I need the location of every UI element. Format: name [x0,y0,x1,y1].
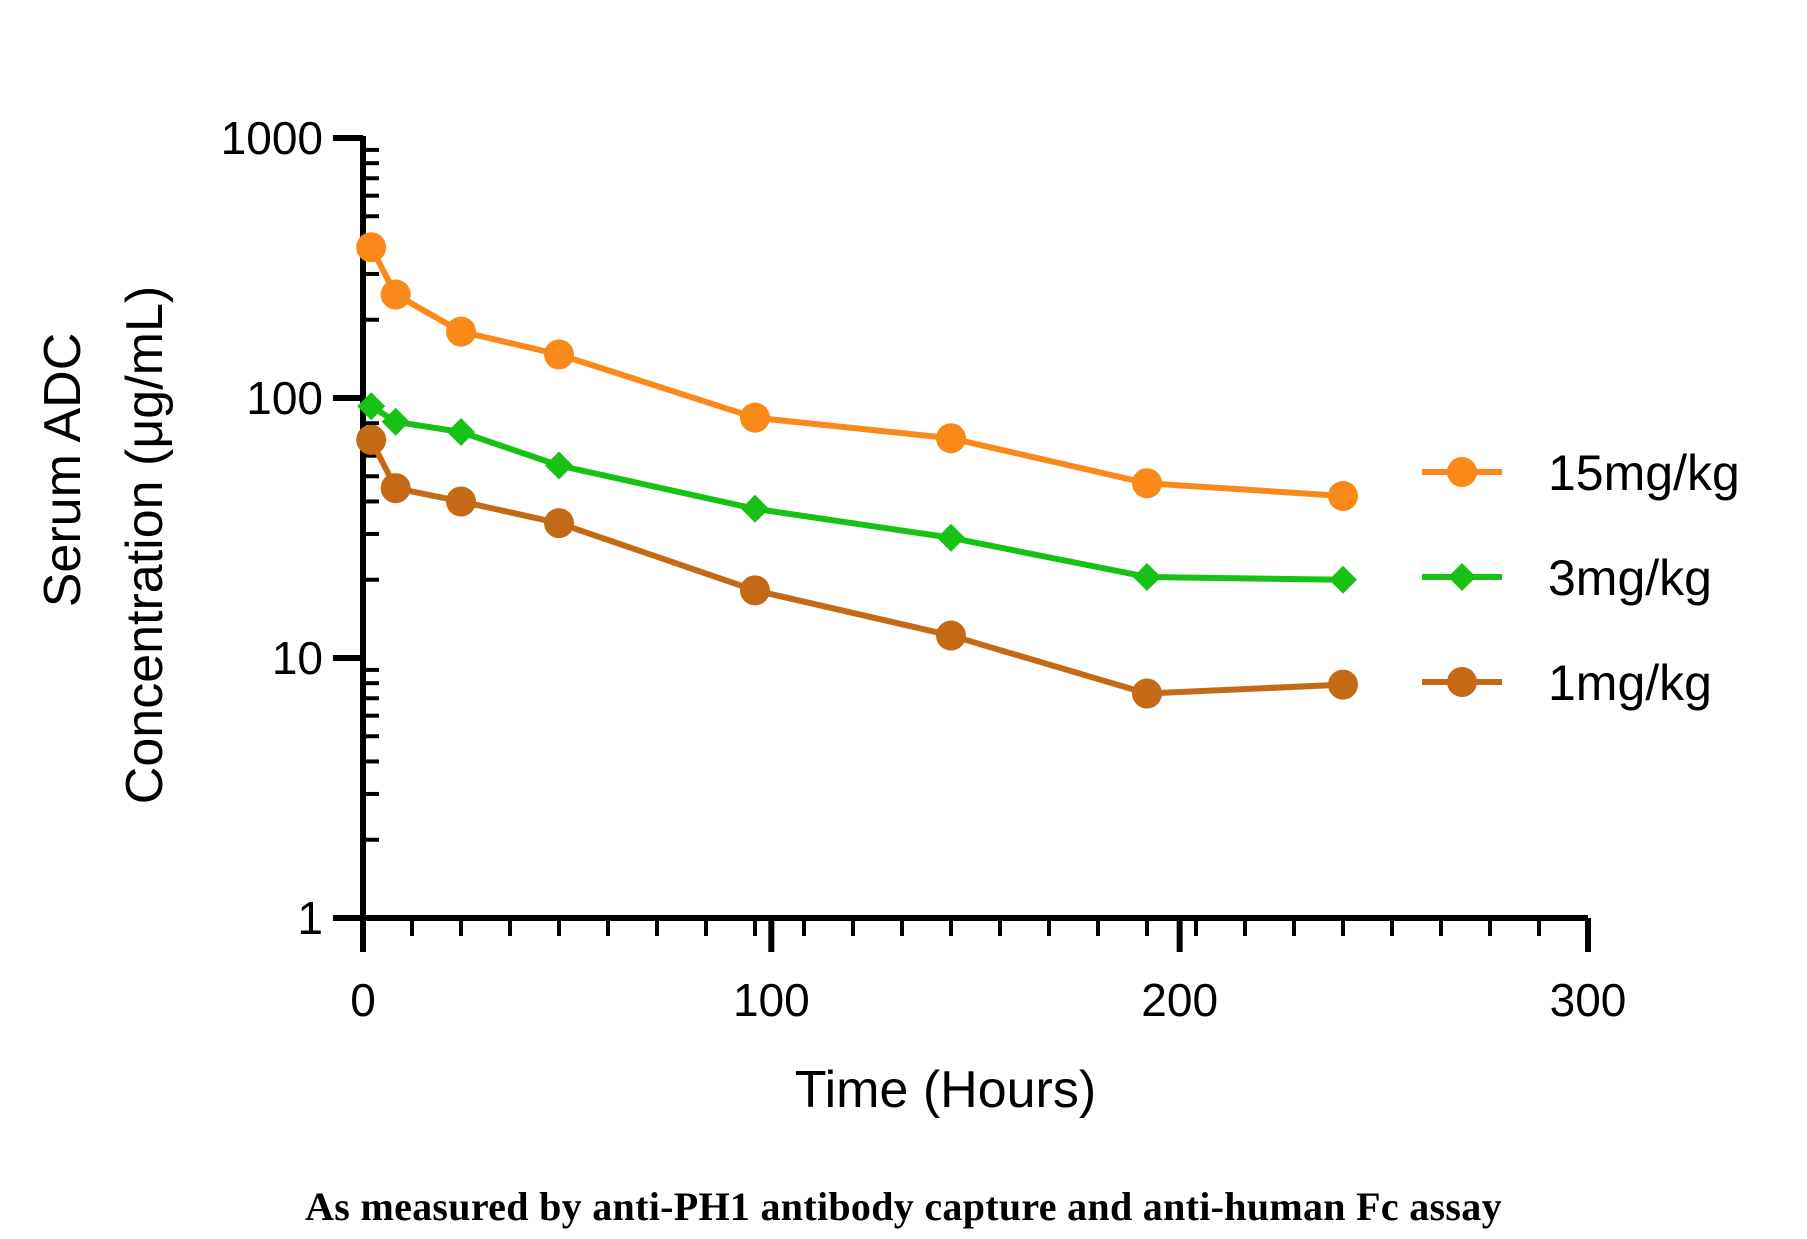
data-point [1328,669,1358,700]
legend-entry: 3mg/kg [1422,550,1712,606]
data-point [544,339,574,370]
x-axis-title: Time (Hours) [795,1061,1096,1119]
data-point [380,473,411,504]
data-point [447,417,475,446]
legend-label: 15mg/kg [1548,445,1740,501]
data-point [380,279,411,310]
x-tick-label: 0 [350,974,376,1026]
data-point [1328,480,1358,511]
data-point [1132,678,1162,709]
legend-label: 3mg/kg [1548,550,1712,606]
legend-swatch-marker [1448,563,1476,591]
series-line [368,438,1344,697]
x-tick-label: 100 [733,974,810,1026]
legend-entry: 1mg/kg [1422,655,1712,711]
caption: As measured by anti-PH1 antibody capture… [305,1184,1502,1229]
legend-entry: 15mg/kg [1422,445,1740,501]
y-axis-title-line-2: Concentration (μg/mL) [116,286,174,804]
data-point [740,402,770,433]
data-point [544,508,574,539]
data-point [937,523,965,552]
legend-swatch-marker [1447,457,1477,487]
y-axis-title-line-1: Serum ADC [34,333,92,608]
data-point [740,575,770,606]
y-tick-label: 100 [246,372,323,424]
data-point [1329,565,1357,594]
y-tick-label: 10 [272,632,323,684]
series-line [368,245,1344,499]
data-point [356,424,387,455]
axes: 1 10 100 1000 0 100 200 300 [221,112,1627,1026]
x-tick-label: 300 [1550,974,1627,1026]
data-point [381,407,410,436]
data-point [357,392,386,421]
data-point [1132,468,1162,499]
data-point [446,486,476,517]
data-point [1133,562,1161,591]
series-1 [357,392,1357,594]
data-point [936,423,966,454]
data-point [446,316,476,347]
y-tick-label: 1 [297,892,323,944]
series-layer [356,232,1358,709]
x-tick-label: 200 [1141,974,1218,1026]
series-2 [356,424,1358,709]
data-point [356,232,387,263]
y-tick-label: 1000 [221,112,323,164]
data-point [741,494,769,523]
legend: 15mg/kg 3mg/kg 1mg/kg [1422,445,1740,711]
data-point [545,451,573,480]
data-point [936,620,966,651]
legend-label: 1mg/kg [1548,655,1712,711]
legend-swatch-marker [1447,667,1477,697]
series-0 [356,232,1358,511]
series-line [369,403,1344,583]
